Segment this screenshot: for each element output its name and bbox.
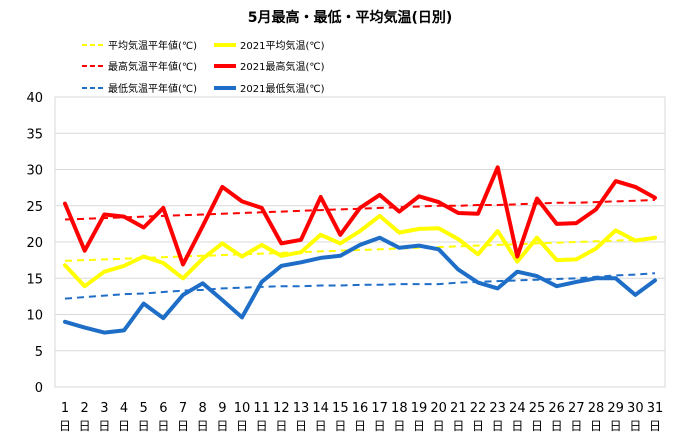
x-tick-day-suffix: 日 [610, 419, 622, 433]
y-tick-label: 40 [26, 91, 43, 106]
x-tick-label: 31 [647, 401, 664, 416]
legend-label-3: 2021最高気温(℃) [240, 60, 325, 73]
x-tick-label: 25 [529, 401, 546, 416]
legend-label-5: 2021最低気温(℃) [240, 82, 325, 95]
x-tick-label: 4 [120, 401, 128, 416]
x-tick-label: 28 [588, 401, 605, 416]
x-tick-label: 1 [61, 401, 69, 416]
y-tick-label: 30 [26, 164, 43, 179]
x-tick-day-suffix: 日 [236, 419, 248, 433]
series-line-3 [63, 165, 657, 267]
y-tick-label: 10 [26, 309, 43, 324]
legend-label-2: 最高気温平年値(℃) [108, 60, 197, 73]
x-tick-day-suffix: 日 [295, 419, 307, 433]
x-tick-label: 29 [607, 401, 624, 416]
x-tick-day-suffix: 日 [570, 419, 582, 433]
chart-title: 5月最高・最低・平均気温(日別) [248, 9, 453, 26]
x-tick-label: 10 [234, 401, 251, 416]
y-tick-label: 15 [26, 272, 43, 287]
legend-label-1: 2021平均気温(℃) [240, 39, 325, 52]
x-tick-day-suffix: 日 [177, 419, 189, 433]
x-tick-label: 27 [568, 401, 585, 416]
x-tick-day-suffix: 日 [649, 419, 661, 433]
x-tick-label: 30 [627, 401, 644, 416]
x-tick-label: 9 [218, 401, 226, 416]
series-line-4 [64, 272, 656, 300]
x-tick-day-suffix: 日 [59, 419, 71, 433]
x-tick-label: 7 [179, 401, 187, 416]
x-tick-label: 5 [140, 401, 148, 416]
x-tick-label: 6 [159, 401, 167, 416]
x-tick-label: 8 [199, 401, 207, 416]
x-tick-day-suffix: 日 [197, 419, 209, 433]
x-tick-label: 17 [371, 401, 388, 416]
x-tick-label: 24 [509, 401, 526, 416]
x-tick-label: 11 [253, 401, 270, 416]
series-line-1 [63, 213, 657, 289]
x-tick-day-suffix: 日 [551, 419, 563, 433]
x-tick-day-suffix: 日 [79, 419, 91, 433]
x-tick-label: 23 [489, 401, 506, 416]
y-tick-label: 5 [35, 345, 43, 360]
x-tick-day-suffix: 日 [629, 419, 641, 433]
x-tick-day-suffix: 日 [334, 419, 346, 433]
x-tick-label: 22 [470, 401, 487, 416]
legend: 平均気温平年値(℃) 2021平均気温(℃) 最高気温平年値(℃) 2021最高気温(… [82, 39, 325, 95]
x-tick-day-suffix: 日 [433, 419, 445, 433]
x-tick-label: 14 [312, 401, 329, 416]
x-tick-day-suffix: 日 [118, 419, 130, 433]
x-tick-label: 26 [548, 401, 565, 416]
y-tick-label: 0 [35, 381, 43, 396]
x-tick-label: 13 [293, 401, 310, 416]
x-tick-label: 12 [273, 401, 290, 416]
x-tick-day-suffix: 日 [413, 419, 425, 433]
x-tick-day-suffix: 日 [374, 419, 386, 433]
x-tick-day-suffix: 日 [354, 419, 366, 433]
legend-label-4: 最低気温平年値(℃) [108, 82, 197, 95]
x-tick-day-suffix: 日 [393, 419, 405, 433]
y-tick-label: 25 [26, 200, 43, 215]
x-tick-day-suffix: 日 [531, 419, 543, 433]
x-tick-day-suffix: 日 [590, 419, 602, 433]
x-tick-day-suffix: 日 [157, 419, 169, 433]
y-tick-label: 20 [26, 236, 43, 251]
x-tick-day-suffix: 日 [511, 419, 523, 433]
series-lines [63, 165, 657, 335]
x-tick-day-suffix: 日 [492, 419, 504, 433]
series-line-5 [63, 235, 657, 335]
x-tick-day-suffix: 日 [216, 419, 228, 433]
x-tick-label: 3 [100, 401, 108, 416]
x-tick-day-suffix: 日 [452, 419, 464, 433]
x-tick-label: 18 [391, 401, 408, 416]
y-tick-label: 35 [26, 127, 43, 142]
series-line-2 [64, 198, 656, 221]
x-tick-label: 16 [352, 401, 369, 416]
x-tick-label: 2 [81, 401, 89, 416]
x-tick-day-suffix: 日 [275, 419, 287, 433]
x-tick-day-suffix: 日 [98, 419, 110, 433]
x-axis-ticks: 1日2日3日4日5日6日7日8日9日10日11日12日13日14日15日16日1… [59, 401, 663, 433]
x-tick-day-suffix: 日 [256, 419, 268, 433]
x-tick-label: 15 [332, 401, 349, 416]
x-tick-day-suffix: 日 [138, 419, 150, 433]
legend-label-0: 平均気温平年値(℃) [108, 39, 197, 52]
x-tick-label: 20 [430, 401, 447, 416]
x-tick-label: 19 [411, 401, 428, 416]
y-axis-ticks: 0 5 10 15 20 25 30 35 40 [26, 91, 43, 396]
x-tick-day-suffix: 日 [472, 419, 484, 433]
x-tick-day-suffix: 日 [315, 419, 327, 433]
series-line-0 [64, 238, 656, 262]
x-tick-label: 21 [450, 401, 467, 416]
